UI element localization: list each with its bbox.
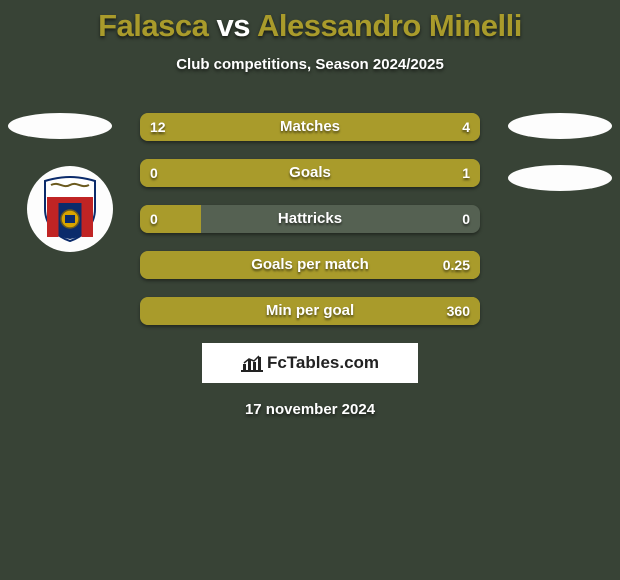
stat-value-right: 360 (447, 297, 470, 325)
vs-text: vs (217, 8, 250, 43)
stat-label: Min per goal (140, 297, 480, 325)
player2-name: Alessandro Minelli (257, 8, 522, 43)
stat-row: Goals per match0.25 (140, 251, 480, 279)
brand-box[interactable]: FcTables.com (202, 343, 418, 383)
shield-icon (41, 175, 99, 243)
stat-row: Matches12 4 (140, 113, 480, 141)
stat-label: Matches (140, 113, 480, 141)
date-text: 17 november 2024 (0, 401, 620, 418)
stat-row: Hattricks0 0 (140, 205, 480, 233)
right-placeholder-oval-2 (508, 165, 612, 191)
stat-value-left: 12 (150, 113, 166, 141)
stat-value-right: 1 (462, 159, 470, 187)
brand-text: FcTables.com (267, 353, 379, 373)
right-placeholder-oval-1 (508, 113, 612, 139)
stat-label: Goals per match (140, 251, 480, 279)
page-title: Falasca vs Alessandro Minelli (0, 0, 620, 44)
stat-value-left: 0 (150, 159, 158, 187)
stat-label: Hattricks (140, 205, 480, 233)
comparison-panel: Matches124Goals01Hattricks00Goals per ma… (0, 113, 620, 418)
stat-value-right: 0.25 (443, 251, 470, 279)
left-placeholder-oval (8, 113, 112, 139)
stat-bars: Matches124Goals01Hattricks00Goals per ma… (140, 113, 480, 325)
stat-row: Goals0 1 (140, 159, 480, 187)
player1-name: Falasca (98, 8, 208, 43)
stat-row: Min per goal360 (140, 297, 480, 325)
stat-value-right: 4 (462, 113, 470, 141)
stat-value-right: 0 (462, 205, 470, 233)
subtitle: Club competitions, Season 2024/2025 (0, 56, 620, 73)
club-crest (27, 166, 113, 252)
stat-label: Goals (140, 159, 480, 187)
stat-value-left: 0 (150, 205, 158, 233)
chart-icon (241, 354, 263, 372)
